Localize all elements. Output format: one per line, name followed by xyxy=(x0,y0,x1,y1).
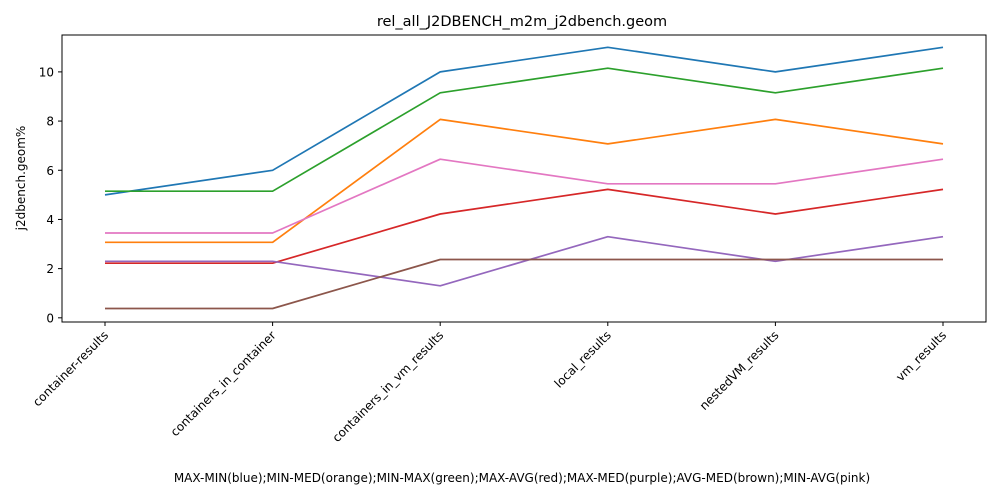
series-line-2 xyxy=(105,67,944,193)
x-axis-label: MAX-MIN(blue);MIN-MED(orange);MIN-MAX(gr… xyxy=(174,471,870,485)
series-line-1 xyxy=(105,118,944,244)
series-line-6 xyxy=(105,158,944,234)
series-line-5 xyxy=(105,258,943,310)
axes-layer: 0 2 4 6 8 10 container-results containers_in_co… xyxy=(30,65,949,445)
series-line-4 xyxy=(105,235,944,287)
y-tick-label: 0 xyxy=(46,311,54,325)
x-tick-label: containers_in_container xyxy=(168,328,279,439)
x-tick-label: nestedVM_results xyxy=(697,328,782,413)
y-tick-label: 10 xyxy=(39,65,54,79)
series-line-3 xyxy=(105,188,944,265)
x-tick-label: vm_results xyxy=(893,328,949,384)
series-layer xyxy=(104,46,944,310)
x-tick-label: local_results xyxy=(552,328,614,390)
chart-title: rel_all_J2DBENCH_m2m_j2dbench.geom xyxy=(377,14,667,30)
plot-frame xyxy=(61,34,987,323)
y-tick-label: 2 xyxy=(46,262,54,276)
y-tick-label: 8 xyxy=(46,115,54,129)
series-line-0 xyxy=(104,46,944,196)
x-tick-label: containers_in_vm_results xyxy=(330,328,447,445)
y-tick-label: 4 xyxy=(46,213,54,227)
x-tick-label: container-results xyxy=(30,328,111,409)
y-tick-label: 6 xyxy=(46,164,54,178)
y-axis-label: j2dbench.geom% xyxy=(14,126,28,232)
